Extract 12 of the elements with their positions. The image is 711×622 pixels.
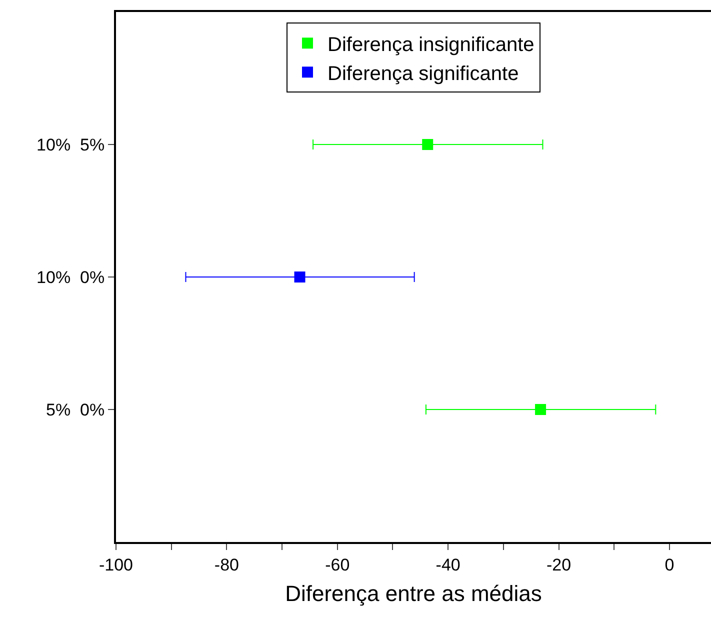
x-tick-label: -60 <box>325 555 350 574</box>
x-tick-label: 0 <box>664 555 674 574</box>
y-tick-label: 5% 0% <box>46 400 105 420</box>
y-tick-label: 10% 5% <box>36 135 105 154</box>
x-tick-label: -40 <box>436 555 460 574</box>
x-tick-label: -80 <box>214 555 239 574</box>
y-tick-label: 10% 0% <box>36 268 105 287</box>
x-axis-title: Diferença entre as médias <box>285 580 542 606</box>
legend-label: Diferença significante <box>328 62 519 85</box>
x-tick-label: -20 <box>546 555 572 574</box>
legend-label: Diferença insignificante <box>328 34 534 56</box>
x-tick-label: -100 <box>98 555 134 574</box>
